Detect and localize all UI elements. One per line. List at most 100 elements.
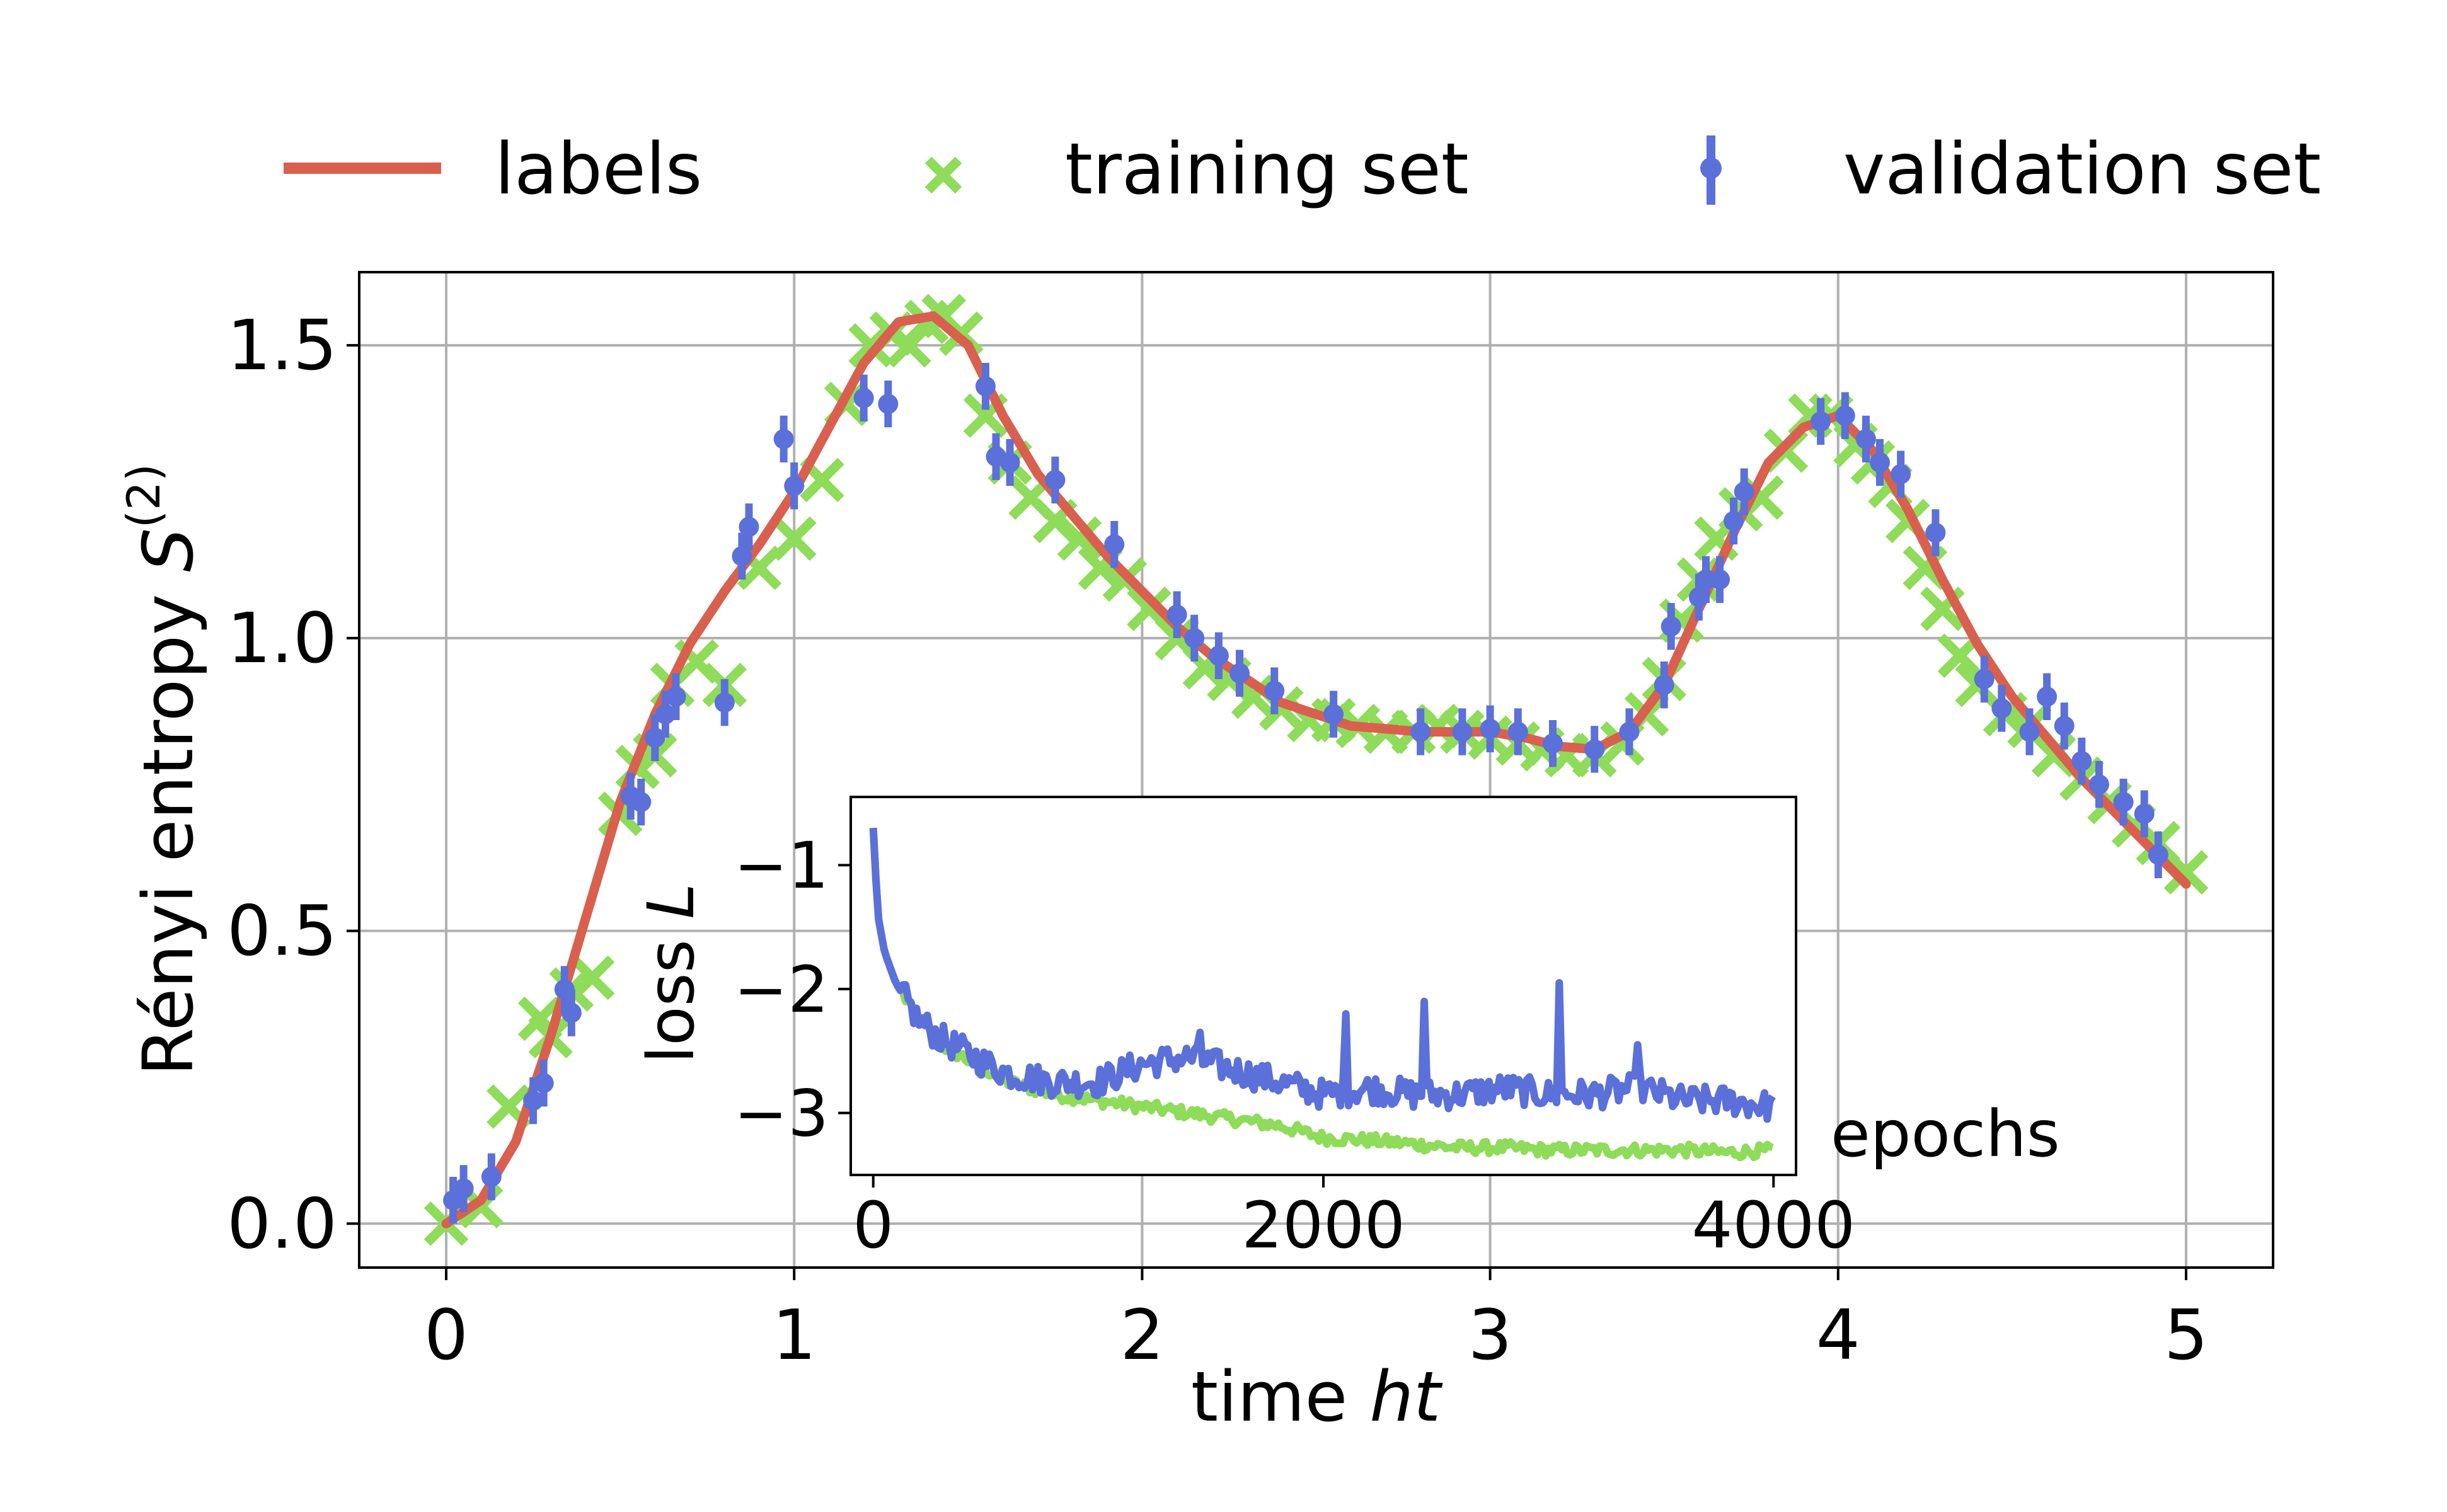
inset-chart: 0 2000 4000 −1 −2 −3 epochs loss L (634, 796, 2060, 1263)
validation-marker (1323, 690, 1344, 738)
legend-training-marker (924, 156, 962, 194)
validation-dot (1991, 698, 2012, 719)
validation-marker (853, 374, 874, 421)
validation-marker (665, 673, 686, 720)
validation-marker (1870, 438, 1891, 486)
validation-marker (1045, 456, 1066, 504)
validation-dot (1584, 739, 1605, 760)
validation-dot (1507, 721, 1528, 742)
validation-dot (773, 428, 794, 449)
inset-background (851, 797, 1796, 1175)
validation-dot (1870, 452, 1891, 473)
validation-marker (1811, 398, 1831, 445)
validation-marker (1542, 720, 1563, 767)
validation-marker (2019, 708, 2040, 755)
validation-marker (1480, 705, 1500, 753)
validation-dot (1323, 704, 1344, 724)
inset-ticks: 0 2000 4000 −1 −2 −3 (734, 828, 1855, 1263)
main-ylabel-prefix: Rényi entropy (128, 572, 209, 1076)
validation-dot (665, 686, 686, 707)
validation-marker (1661, 603, 1681, 650)
validation-dot (2088, 774, 2109, 795)
validation-marker (2088, 761, 2109, 808)
validation-marker (1410, 708, 1431, 755)
validation-marker (1208, 632, 1229, 679)
validation-marker (1619, 708, 1640, 755)
main-xtick-label: 0 (424, 1295, 468, 1375)
validation-dot (1974, 668, 1995, 689)
legend-validation-text: validation set (1843, 129, 2321, 210)
main-xlabel-prefix: time (1191, 1356, 1370, 1437)
validation-marker (1734, 468, 1754, 515)
main-series (423, 294, 2209, 1246)
labels-line (441, 311, 2191, 1228)
validation-marker (453, 1165, 474, 1212)
validation-marker (1104, 521, 1125, 568)
validation-dot (1734, 481, 1754, 502)
validation-dot (714, 692, 735, 713)
main-xtick-label: 2 (1120, 1295, 1164, 1375)
main-xtick-label: 5 (2164, 1295, 2208, 1375)
validation-dot (1410, 721, 1431, 742)
inset-validation-line (869, 827, 1776, 1123)
validation-dot (1925, 522, 1946, 543)
validation-marker (1654, 662, 1674, 709)
validation-dot (631, 792, 652, 813)
validation-dot (2054, 716, 2075, 736)
validation-dot (1661, 616, 1681, 637)
validation-dot (1654, 675, 1674, 696)
validation-marker (739, 503, 759, 551)
validation-dot (2037, 686, 2058, 707)
validation-dot (1452, 721, 1473, 742)
main-ytick-label: 0.5 (227, 891, 337, 971)
training-marker (1057, 516, 1102, 561)
validation-dot (1855, 428, 1876, 449)
validation-marker (1452, 708, 1473, 755)
validation-dot (2071, 751, 2092, 772)
validation-marker (1584, 726, 1605, 773)
inset-xlabel: epochs (1831, 1097, 2060, 1172)
validation-dot (1208, 645, 1229, 666)
main-plot-frame (358, 271, 2274, 1269)
validation-dot (1264, 680, 1285, 701)
validation-dot (481, 1166, 502, 1187)
legend-training-swatch (924, 156, 962, 194)
validation-marker (773, 415, 794, 463)
validation-dot (1695, 569, 1716, 590)
validation-dot (784, 476, 805, 496)
validation-dot (1104, 534, 1125, 555)
validation-marker (999, 438, 1020, 486)
validation-dot (1229, 663, 1250, 684)
inset-ylabel-italic: L (634, 883, 709, 919)
validation-marker (732, 532, 752, 580)
legend-validation-swatch (1700, 135, 1722, 205)
legend: labels training set validation set (284, 129, 2321, 210)
main-xtick-label: 4 (1816, 1295, 1860, 1375)
inset-xtick-label: 4000 (1691, 1188, 1855, 1263)
legend-labels-text: labels (495, 129, 702, 210)
validation-dot (645, 727, 665, 748)
validation-dot (1724, 511, 1744, 531)
validation-set-markers (443, 363, 2168, 1224)
validation-dot (853, 387, 874, 408)
validation-dot (1184, 627, 1205, 648)
validation-marker (645, 714, 665, 762)
validation-dot (739, 517, 759, 537)
main-ytick-label: 1.0 (227, 598, 337, 679)
main-xtick-label: 1 (772, 1295, 816, 1375)
training-marker (570, 955, 615, 1000)
training-marker (2163, 850, 2209, 895)
validation-marker (523, 1077, 544, 1125)
validation-dot (2148, 844, 2168, 865)
validation-dot (1166, 604, 1187, 625)
main-ytick-label: 1.5 (227, 305, 337, 386)
validation-dot (1480, 718, 1500, 739)
validation-marker (714, 679, 735, 726)
validation-dot (655, 704, 676, 724)
inset-series (869, 827, 1776, 1162)
validation-dot (523, 1091, 544, 1111)
inset-ytick-label: −2 (734, 953, 829, 1028)
validation-dot (533, 1073, 554, 1094)
